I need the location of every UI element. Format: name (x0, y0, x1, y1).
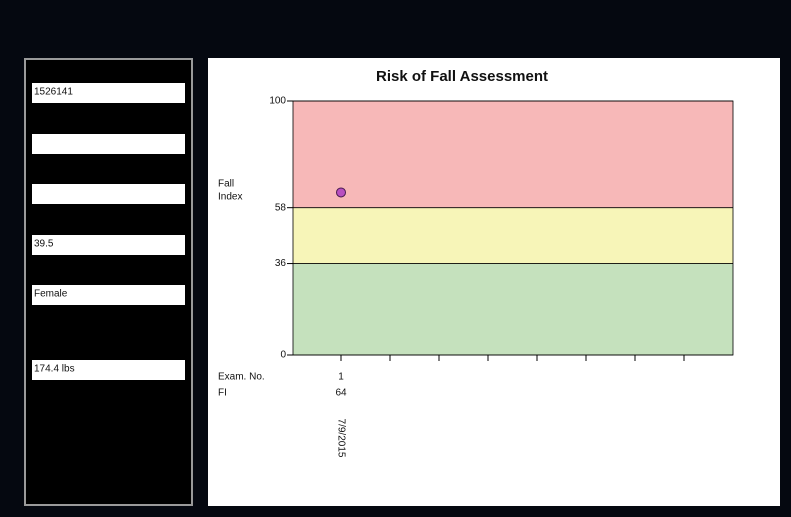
field-value: Female (34, 289, 68, 300)
input-field (32, 360, 185, 380)
input-field (32, 134, 185, 154)
fi-value: 64 (335, 388, 347, 399)
y-tick-label: 58 (275, 202, 287, 213)
chart-title: Risk of Fall Assessment (376, 68, 548, 85)
field-value: 174.4 lbs (34, 364, 75, 375)
input-field (32, 235, 185, 255)
exam-number: 1 (338, 372, 344, 383)
data-point (336, 187, 346, 198)
y-tick-label: 0 (280, 350, 286, 361)
sidebar (24, 58, 193, 506)
field-value: 1526141 (34, 87, 73, 98)
input-field (32, 285, 185, 305)
input-field (32, 83, 185, 103)
y-axis-label: Index (218, 192, 242, 203)
row-label: FI (218, 388, 227, 399)
exam-date: 7/9/2015 (335, 419, 346, 458)
y-tick-label: 36 (275, 258, 287, 269)
y-tick-label: 100 (269, 96, 286, 107)
risk-band (293, 101, 733, 208)
plot-border (292, 100, 734, 356)
y-axis-label: Fall (218, 179, 234, 190)
row-label: Exam. No. (218, 372, 265, 383)
risk-band (293, 207, 733, 264)
risk-band (293, 263, 733, 355)
field-value: 39.5 (34, 239, 54, 250)
input-field (32, 184, 185, 204)
